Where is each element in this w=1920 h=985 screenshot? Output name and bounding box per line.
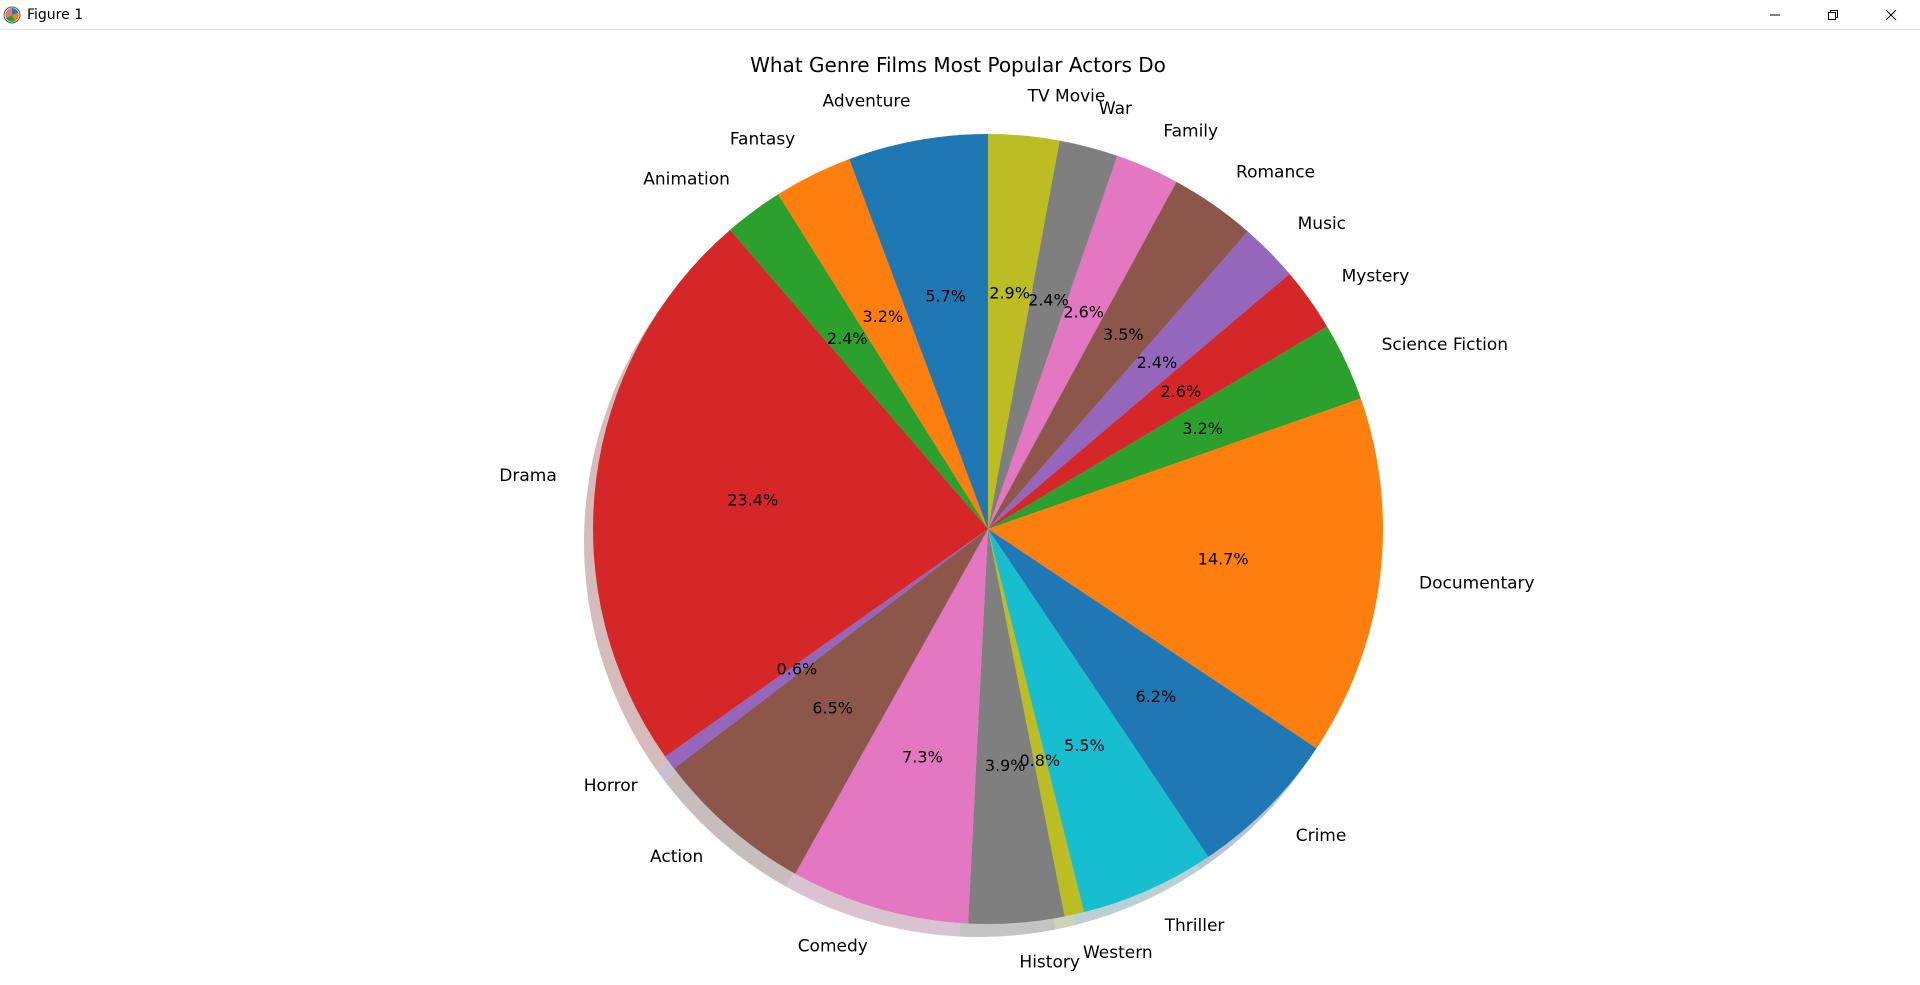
- percent-label-adventure: 5.7%: [925, 286, 966, 305]
- restore-icon: [1828, 9, 1838, 20]
- percent-label-comedy: 7.3%: [902, 747, 943, 766]
- window-titlebar: Figure 1: [0, 0, 1920, 30]
- slice-thriller: [988, 529, 1209, 913]
- window-controls: [1746, 0, 1920, 29]
- category-label-animation: Animation: [643, 169, 730, 189]
- category-label-crime: Crime: [1296, 826, 1347, 846]
- category-label-thriller: Thriller: [1164, 916, 1225, 936]
- percent-label-science-fiction: 3.2%: [1182, 419, 1223, 438]
- slice-animation: [730, 194, 988, 529]
- percent-label-war: 2.4%: [1028, 290, 1069, 309]
- pie-chart: What Genre Films Most Popular Actors Do …: [499, 53, 1534, 972]
- category-label-war: War: [1099, 99, 1132, 119]
- percent-label-animation: 2.4%: [827, 329, 868, 348]
- category-label-tv-movie: TV Movie: [1027, 86, 1106, 106]
- slice-history: [968, 529, 1065, 924]
- slice-action: [673, 529, 988, 874]
- percent-label-crime: 6.2%: [1136, 687, 1177, 706]
- slice-mystery: [988, 273, 1328, 529]
- slice-family: [988, 155, 1177, 529]
- slice-comedy: [795, 529, 988, 924]
- category-label-horror: Horror: [584, 776, 638, 796]
- category-label-comedy: Comedy: [798, 937, 868, 957]
- minimize-button[interactable]: [1746, 0, 1804, 29]
- slice-adventure: [849, 134, 988, 529]
- slice-documentary: [988, 398, 1384, 749]
- category-label-mystery: Mystery: [1342, 266, 1410, 286]
- pie-percent-labels: 2.9%2.4%2.6%3.5%2.4%2.6%3.2%14.7%6.2%5.5…: [727, 283, 1248, 774]
- category-label-drama: Drama: [499, 466, 556, 486]
- category-label-music: Music: [1298, 214, 1346, 234]
- percent-label-western: 0.8%: [1019, 751, 1060, 770]
- percent-label-mystery: 2.6%: [1161, 382, 1202, 401]
- close-icon: [1885, 9, 1897, 20]
- percent-label-family: 2.6%: [1063, 303, 1104, 322]
- percent-label-history: 3.9%: [985, 756, 1026, 775]
- category-label-western: Western: [1083, 943, 1153, 963]
- window-title: Figure 1: [27, 6, 84, 23]
- close-button[interactable]: [1862, 0, 1920, 29]
- slice-drama: [593, 229, 988, 757]
- category-label-family: Family: [1163, 121, 1218, 141]
- percent-label-fantasy: 3.2%: [863, 307, 904, 326]
- matplotlib-icon: [1, 4, 23, 26]
- percent-label-documentary: 14.7%: [1198, 549, 1249, 568]
- percent-label-tv-movie: 2.9%: [989, 283, 1030, 302]
- percent-label-drama: 23.4%: [727, 490, 778, 509]
- percent-label-music: 2.4%: [1137, 353, 1178, 372]
- slice-war: [988, 140, 1118, 529]
- minimize-icon: [1770, 14, 1780, 15]
- slice-western: [988, 529, 1085, 917]
- percent-label-thriller: 5.5%: [1064, 736, 1105, 755]
- percent-label-romance: 3.5%: [1103, 325, 1144, 344]
- percent-label-horror: 0.6%: [777, 660, 818, 679]
- restore-button[interactable]: [1804, 0, 1862, 29]
- pie-slices: [593, 134, 1384, 924]
- category-label-action: Action: [650, 847, 703, 867]
- slice-tv-movie: [988, 134, 1060, 529]
- category-label-fantasy: Fantasy: [730, 130, 795, 150]
- slice-music: [988, 231, 1290, 529]
- slice-fantasy: [778, 159, 988, 529]
- slice-science-fiction: [988, 326, 1361, 529]
- slice-crime: [988, 529, 1317, 857]
- category-label-romance: Romance: [1236, 162, 1315, 182]
- category-label-adventure: Adventure: [823, 91, 911, 111]
- chart-title: What Genre Films Most Popular Actors Do: [750, 53, 1166, 77]
- slice-horror: [665, 529, 988, 769]
- percent-label-action: 6.5%: [812, 699, 853, 718]
- category-label-documentary: Documentary: [1419, 574, 1535, 594]
- figure-canvas: What Genre Films Most Popular Actors Do …: [0, 30, 1920, 981]
- category-label-science-fiction: Science Fiction: [1382, 335, 1508, 355]
- category-label-history: History: [1019, 952, 1079, 972]
- slice-romance: [988, 181, 1248, 529]
